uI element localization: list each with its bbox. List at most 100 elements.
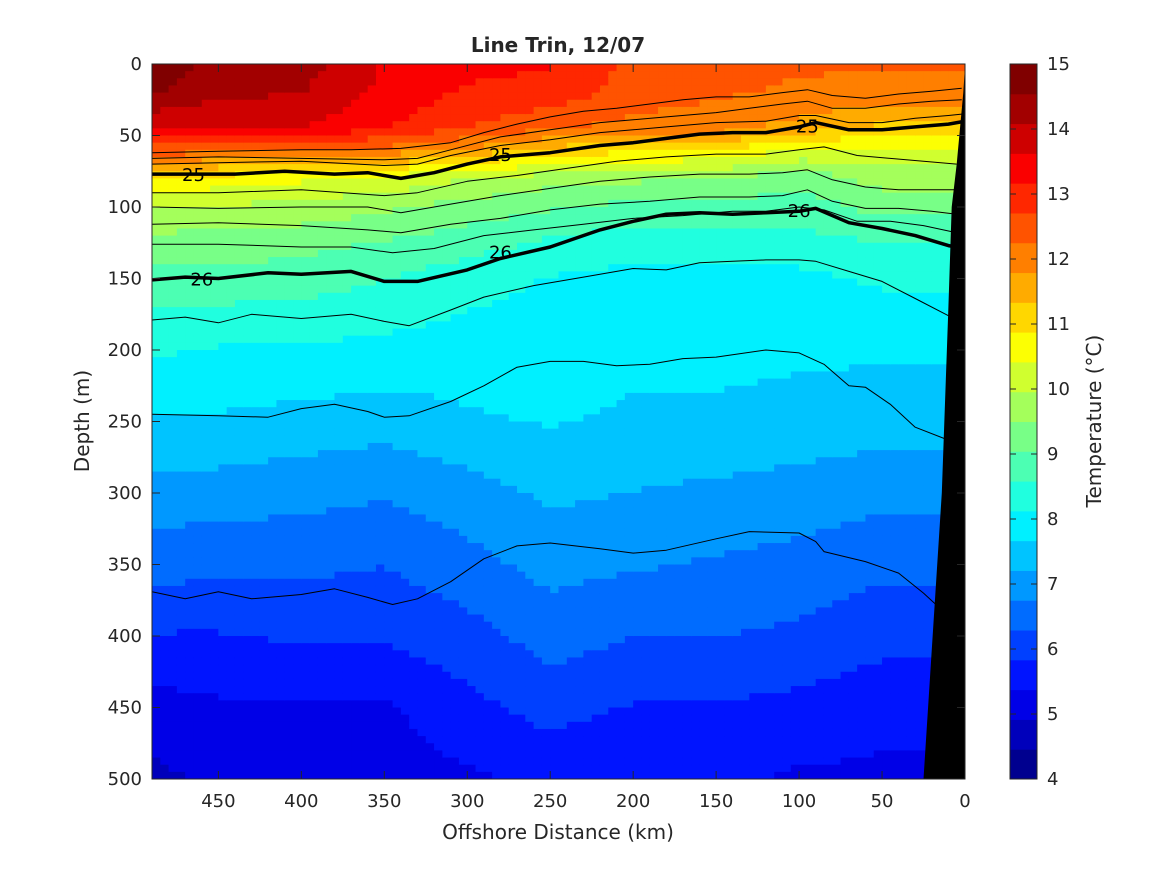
field-cell xyxy=(185,671,195,680)
field-cell xyxy=(160,628,170,637)
field-cell xyxy=(326,764,336,773)
field-cell xyxy=(375,743,385,751)
field-cell xyxy=(458,85,468,94)
field-cell xyxy=(334,564,344,573)
field-cell xyxy=(243,500,253,508)
field-cell xyxy=(434,550,443,558)
field-cell xyxy=(400,728,410,737)
field-cell xyxy=(293,85,302,94)
field-cell xyxy=(185,378,195,387)
field-cell xyxy=(160,299,170,308)
field-cell xyxy=(309,671,319,680)
field-cell xyxy=(492,64,502,72)
field-cell xyxy=(558,457,568,465)
field-cell xyxy=(409,636,419,644)
field-cell xyxy=(417,471,427,480)
field-cell xyxy=(392,85,402,94)
field-cell xyxy=(375,521,385,530)
field-cell xyxy=(367,500,377,508)
field-cell xyxy=(185,299,195,308)
field-cell xyxy=(326,235,336,244)
field-cell xyxy=(334,357,344,365)
field-cell xyxy=(251,128,261,137)
field-cell xyxy=(525,500,535,508)
field-cell xyxy=(326,757,336,766)
field-cell xyxy=(176,392,186,401)
field-cell xyxy=(268,607,278,616)
field-cell xyxy=(475,621,485,630)
field-cell xyxy=(251,514,261,523)
field-cell xyxy=(517,657,526,666)
field-cell xyxy=(392,493,402,501)
field-cell xyxy=(458,156,468,165)
field-cell xyxy=(168,392,178,401)
field-cell xyxy=(500,686,510,694)
field-cell xyxy=(284,628,294,637)
field-cell xyxy=(384,99,394,108)
field-cell xyxy=(417,750,427,759)
field-cell xyxy=(434,314,443,322)
field-cell xyxy=(226,585,236,594)
field-cell xyxy=(160,121,170,129)
field-cell xyxy=(541,392,551,401)
field-cell xyxy=(160,493,170,501)
field-cell xyxy=(284,78,294,87)
field-cell xyxy=(259,442,269,451)
field-cell xyxy=(375,71,385,79)
field-cell xyxy=(492,500,502,508)
field-cell xyxy=(251,593,261,601)
field-cell xyxy=(409,736,419,744)
field-cell xyxy=(500,678,510,687)
field-cell xyxy=(409,664,419,673)
field-cell xyxy=(400,85,410,94)
field-cell xyxy=(417,628,427,637)
field-cell xyxy=(500,121,510,129)
field-cell xyxy=(334,507,344,516)
field-cell xyxy=(342,435,352,444)
field-cell xyxy=(384,478,394,487)
field-cell xyxy=(293,686,302,694)
field-cell xyxy=(301,528,311,537)
field-cell xyxy=(268,686,278,694)
field-cell xyxy=(533,99,543,108)
field-cell xyxy=(152,400,161,408)
field-cell xyxy=(284,764,294,773)
field-cell xyxy=(201,571,211,580)
field-cell xyxy=(317,614,327,623)
field-cell xyxy=(185,214,195,222)
field-cell xyxy=(492,228,502,237)
field-cell xyxy=(201,442,211,451)
field-cell xyxy=(375,342,385,351)
field-cell xyxy=(301,85,311,94)
field-cell xyxy=(483,364,493,373)
field-cell xyxy=(351,435,360,444)
field-cell xyxy=(234,342,244,351)
field-cell xyxy=(234,378,244,387)
field-cell xyxy=(492,636,502,644)
field-cell xyxy=(384,686,394,694)
field-cell xyxy=(160,714,170,723)
field-cell xyxy=(359,607,369,616)
field-cell xyxy=(517,121,526,129)
field-cell xyxy=(409,235,419,244)
field-cell xyxy=(301,707,311,716)
field-cell xyxy=(425,464,435,473)
field-cell xyxy=(309,299,319,308)
field-cell xyxy=(409,571,419,580)
field-cell xyxy=(492,207,502,215)
field-cell xyxy=(185,678,195,687)
field-cell xyxy=(475,550,485,558)
field-cell xyxy=(243,78,253,87)
field-cell xyxy=(458,357,468,365)
field-cell xyxy=(268,249,278,258)
field-cell xyxy=(442,771,452,779)
field-cell xyxy=(508,178,518,187)
field-cell xyxy=(276,471,286,480)
field-cell xyxy=(500,421,510,430)
field-cell xyxy=(268,764,278,773)
field-cell xyxy=(284,450,294,458)
field-cell xyxy=(508,614,518,623)
field-cell xyxy=(450,521,460,530)
field-cell xyxy=(251,407,261,415)
field-cell xyxy=(251,350,261,358)
